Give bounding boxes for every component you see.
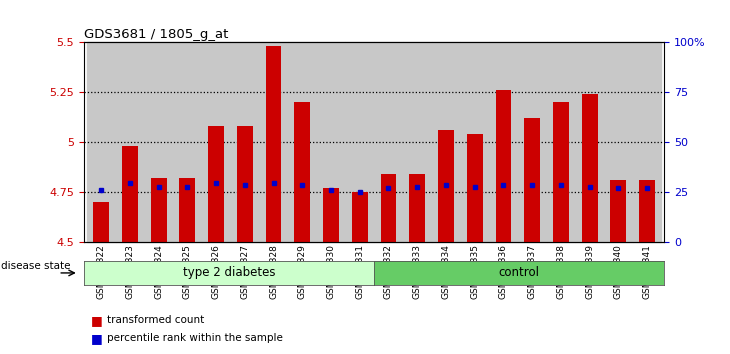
Bar (604, 42, 633, 242)
Bar (633, 42, 661, 242)
Text: transformed count: transformed count (107, 315, 204, 325)
Bar (403, 42, 431, 242)
Bar (288, 42, 317, 242)
Bar (524, 119, 540, 242)
Text: ■: ■ (91, 332, 103, 344)
Bar (489, 42, 518, 242)
Bar (374, 42, 403, 242)
Bar (431, 42, 461, 242)
Bar (582, 95, 597, 242)
Bar (145, 42, 173, 242)
Bar (466, 135, 483, 242)
Bar (173, 42, 201, 242)
Bar (115, 42, 145, 242)
Bar (208, 126, 224, 242)
Bar (122, 147, 138, 242)
Bar (231, 42, 259, 242)
Bar (180, 178, 196, 242)
Bar (237, 126, 253, 242)
Text: disease state: disease state (1, 261, 71, 271)
Bar (317, 42, 345, 242)
Bar (496, 91, 511, 242)
Bar (345, 42, 374, 242)
Bar (547, 42, 575, 242)
Bar (380, 175, 396, 242)
Bar (201, 42, 231, 242)
Text: percentile rank within the sample: percentile rank within the sample (107, 333, 283, 343)
Bar (553, 103, 569, 242)
Bar (438, 131, 454, 242)
Bar (151, 178, 166, 242)
Bar (266, 46, 282, 242)
Bar (410, 175, 425, 242)
Bar (259, 42, 288, 242)
Text: ■: ■ (91, 314, 103, 327)
Text: type 2 diabetes: type 2 diabetes (182, 267, 275, 279)
Bar (461, 42, 489, 242)
Text: control: control (499, 267, 539, 279)
Text: GDS3681 / 1805_g_at: GDS3681 / 1805_g_at (84, 28, 228, 41)
Bar (93, 202, 109, 242)
Bar (610, 181, 626, 242)
Bar (352, 193, 368, 242)
Bar (294, 103, 310, 242)
Bar (575, 42, 604, 242)
Bar (518, 42, 547, 242)
Bar (323, 188, 339, 242)
Bar (639, 181, 655, 242)
Bar (87, 42, 115, 242)
